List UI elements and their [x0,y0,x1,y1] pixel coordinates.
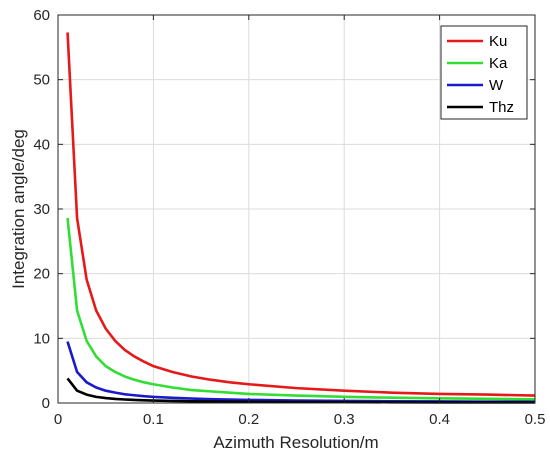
y-axis-label: Integration angle/deg [9,129,28,289]
axis-ticks [57,14,536,404]
series-lines [66,32,536,404]
y-tick-labels: 0 10 20 30 40 50 60 [33,7,50,412]
y-tick-label: 30 [33,201,50,218]
legend-label-w: W [489,77,504,94]
series-line-ku [66,32,536,397]
legend: Ku Ka W Thz [440,25,528,120]
y-tick-label: 60 [33,7,50,24]
y-tick-label: 10 [33,330,50,347]
x-tick-label: 0.1 [143,411,164,428]
x-tick-label: 0 [54,411,62,428]
legend-label-ka: Ka [489,55,508,72]
x-tick-label: 0.2 [238,411,259,428]
x-axis-label: Azimuth Resolution/m [213,433,378,452]
x-tick-label: 0.4 [429,411,450,428]
grid-lines [57,14,536,404]
x-tick-label: 0.3 [334,411,355,428]
legend-label-thz: Thz [489,99,514,116]
series-line-thz [66,377,536,404]
x-tick-labels: 0 0.1 0.2 0.3 0.4 0.5 [54,411,546,428]
y-tick-label: 50 [33,72,50,89]
x-tick-label: 0.5 [525,411,546,428]
legend-label-ku: Ku [489,33,507,50]
series-line-ka [66,217,536,401]
y-tick-label: 20 [33,266,50,283]
y-tick-label: 40 [33,136,50,153]
y-tick-label: 0 [42,395,50,412]
